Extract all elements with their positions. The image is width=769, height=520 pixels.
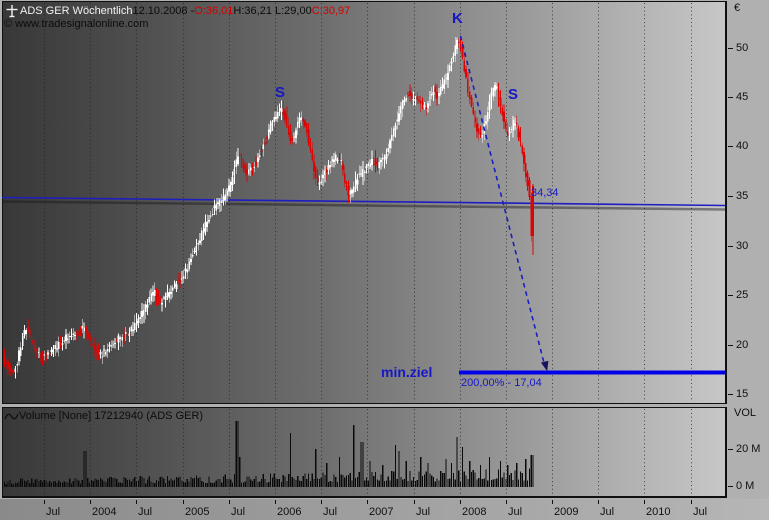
time-axis-tick-label: 2006 [277, 506, 302, 518]
quote-open: O:36,01 [194, 4, 234, 17]
price-axis-tick-label: 20 [736, 339, 749, 351]
price-axis-tick-label: 45 [736, 91, 749, 103]
target-label: min.ziel [381, 364, 433, 380]
time-axis-tick-label: Jul [416, 506, 431, 518]
price-axis-tick-label: 40 [736, 140, 749, 152]
quote-date: 12.10.2008 - [132, 4, 195, 17]
indicator-wave-icon [4, 413, 19, 420]
price-axis-tick-label: 35 [736, 190, 749, 202]
time-axis-tick-label: 2010 [646, 506, 671, 518]
time-axis-tick-label: Jul [600, 506, 615, 518]
time-axis-tick-label: 2004 [92, 506, 117, 518]
time-axis-strip[interactable] [0, 499, 769, 520]
time-axis-tick-label: 2009 [554, 506, 579, 518]
copyright-text: © www.tradesignalonline.com [4, 18, 149, 30]
price-axis-tick-label: 50 [736, 42, 749, 54]
price-axis-tick-label: 30 [736, 240, 749, 252]
symbol-title: ADS GER Wöchentlich [20, 4, 133, 17]
quote-close: C:30,97 [311, 4, 351, 17]
chart-header: ADS GER Wöchentlich 12.10.2008 - O:36,01… [4, 3, 350, 18]
volume-axis-tick-label: 20 M [736, 443, 761, 455]
volume-axis-tick-label: 0 M [736, 480, 755, 492]
volume-axis-title: VOL [734, 407, 757, 419]
time-axis-tick-label: Jul [508, 506, 523, 518]
time-axis-tick-label: Jul [138, 506, 153, 518]
price-axis-tick-label: 25 [736, 289, 749, 301]
currency-label: € [734, 2, 741, 14]
chart-tool-icon [6, 5, 18, 18]
target-detail-label: 200,00% - 17,04 [461, 377, 542, 389]
left-shoulder-label: S [275, 84, 286, 101]
right-shoulder-label: S [508, 86, 519, 103]
neckline-value-label: 34,34 [531, 187, 559, 199]
quote-high-low: H:36,21 L:29,00 [233, 4, 312, 17]
time-axis-tick-label: Jul [46, 506, 61, 518]
time-axis-tick-label: 2005 [185, 506, 210, 518]
volume-header: Volume [None] 17212940 (ADS GER) [4, 410, 203, 422]
time-axis-tick-label: 2008 [462, 506, 487, 518]
head-label: K [452, 10, 463, 27]
volume-header-text: Volume [None] 17212940 (ADS GER) [19, 410, 204, 422]
price-axis-tick-label: 15 [736, 388, 749, 400]
time-axis-tick-label: Jul [693, 506, 708, 518]
time-axis-tick-label: Jul [231, 506, 246, 518]
time-axis-tick-label: 2007 [369, 506, 394, 518]
price-panel-canvas[interactable] [2, 1, 727, 404]
time-axis-tick-label: Jul [323, 506, 338, 518]
